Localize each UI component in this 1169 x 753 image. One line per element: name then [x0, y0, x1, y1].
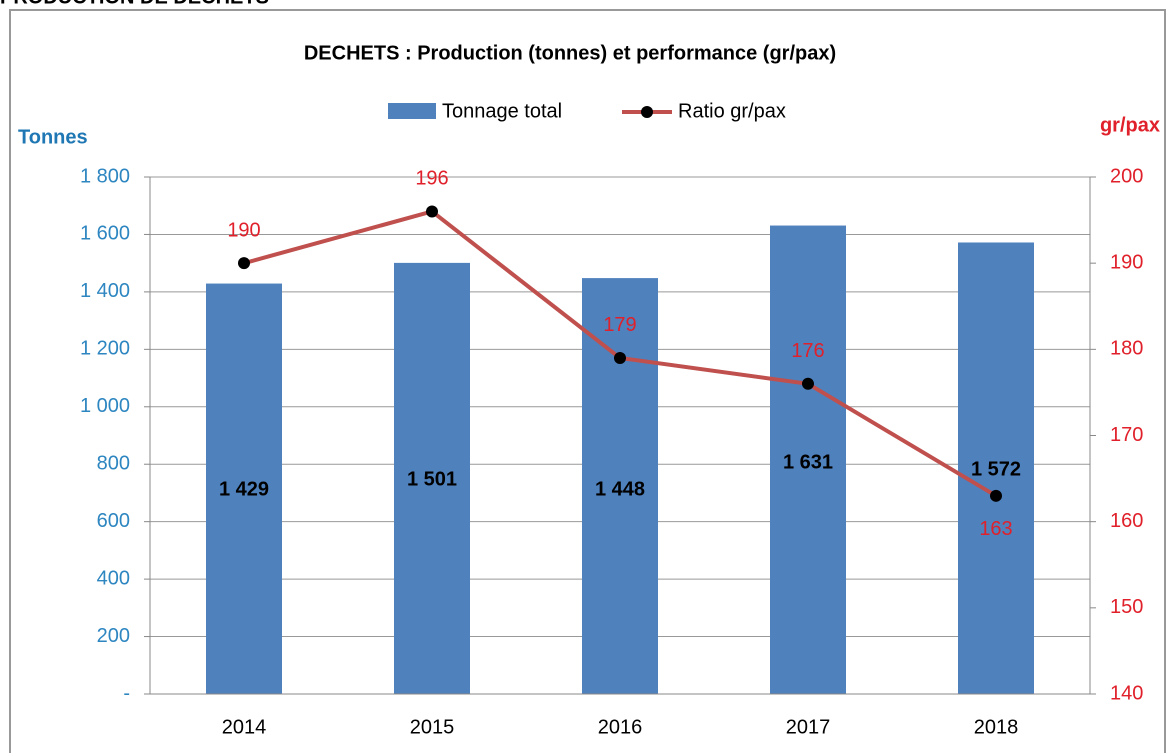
bar [958, 242, 1034, 694]
line-point [426, 205, 438, 218]
line-point [990, 489, 1002, 502]
y-tick-label: 800 [97, 453, 130, 475]
chart-title: DECHETS : Production (tonnes) et perform… [304, 42, 836, 64]
legend-swatch [388, 103, 436, 119]
line-value-label: 176 [791, 340, 824, 362]
y-tick-label: - [123, 682, 130, 704]
line-point [802, 377, 814, 390]
bar [770, 225, 846, 694]
page-title: PRODUCTION DE DECHETS [0, 0, 269, 8]
bar-value-label: 1 631 [783, 451, 833, 473]
legend-label: Ratio gr/pax [678, 100, 786, 122]
x-tick-label: 2015 [410, 716, 455, 738]
y-tick-label: 1 200 [80, 338, 130, 360]
y-tick-label: 200 [97, 625, 130, 647]
y-tick-label: 1 000 [80, 395, 130, 417]
x-tick-label: 2016 [598, 716, 643, 738]
line-value-label: 196 [415, 168, 448, 190]
y2-tick-label: 200 [1110, 165, 1143, 187]
bar-value-label: 1 572 [971, 458, 1021, 480]
y2-tick-label: 160 [1110, 510, 1143, 532]
y2-tick-label: 150 [1110, 596, 1143, 618]
y2-tick-label: 170 [1110, 424, 1143, 446]
bar-value-label: 1 429 [219, 478, 269, 500]
y2-axis-title: gr/pax [1100, 114, 1160, 136]
y-tick-label: 400 [97, 567, 130, 589]
y2-tick-label: 190 [1110, 251, 1143, 273]
bar [394, 262, 470, 694]
y2-tick-label: 180 [1110, 338, 1143, 360]
y2-tick-label: 140 [1110, 682, 1143, 704]
bar-value-label: 1 501 [407, 468, 457, 490]
y-tick-label: 1 600 [80, 223, 130, 245]
x-tick-label: 2017 [786, 716, 831, 738]
x-tick-label: 2014 [222, 716, 267, 738]
y-axis-title: Tonnes [18, 126, 88, 148]
bar [582, 278, 658, 694]
bar-value-label: 1 448 [595, 478, 645, 500]
line-value-label: 179 [603, 314, 636, 336]
y-tick-label: 600 [97, 510, 130, 532]
y-tick-label: 1 800 [80, 165, 130, 187]
legend-label: Tonnage total [442, 100, 562, 122]
line-point [614, 351, 626, 364]
legend-marker [641, 106, 653, 118]
y-tick-label: 1 400 [80, 280, 130, 302]
x-tick-label: 2018 [974, 716, 1019, 738]
bar [206, 283, 282, 694]
line-point [238, 257, 250, 270]
line-value-label: 163 [979, 518, 1012, 540]
line-value-label: 190 [227, 219, 260, 241]
